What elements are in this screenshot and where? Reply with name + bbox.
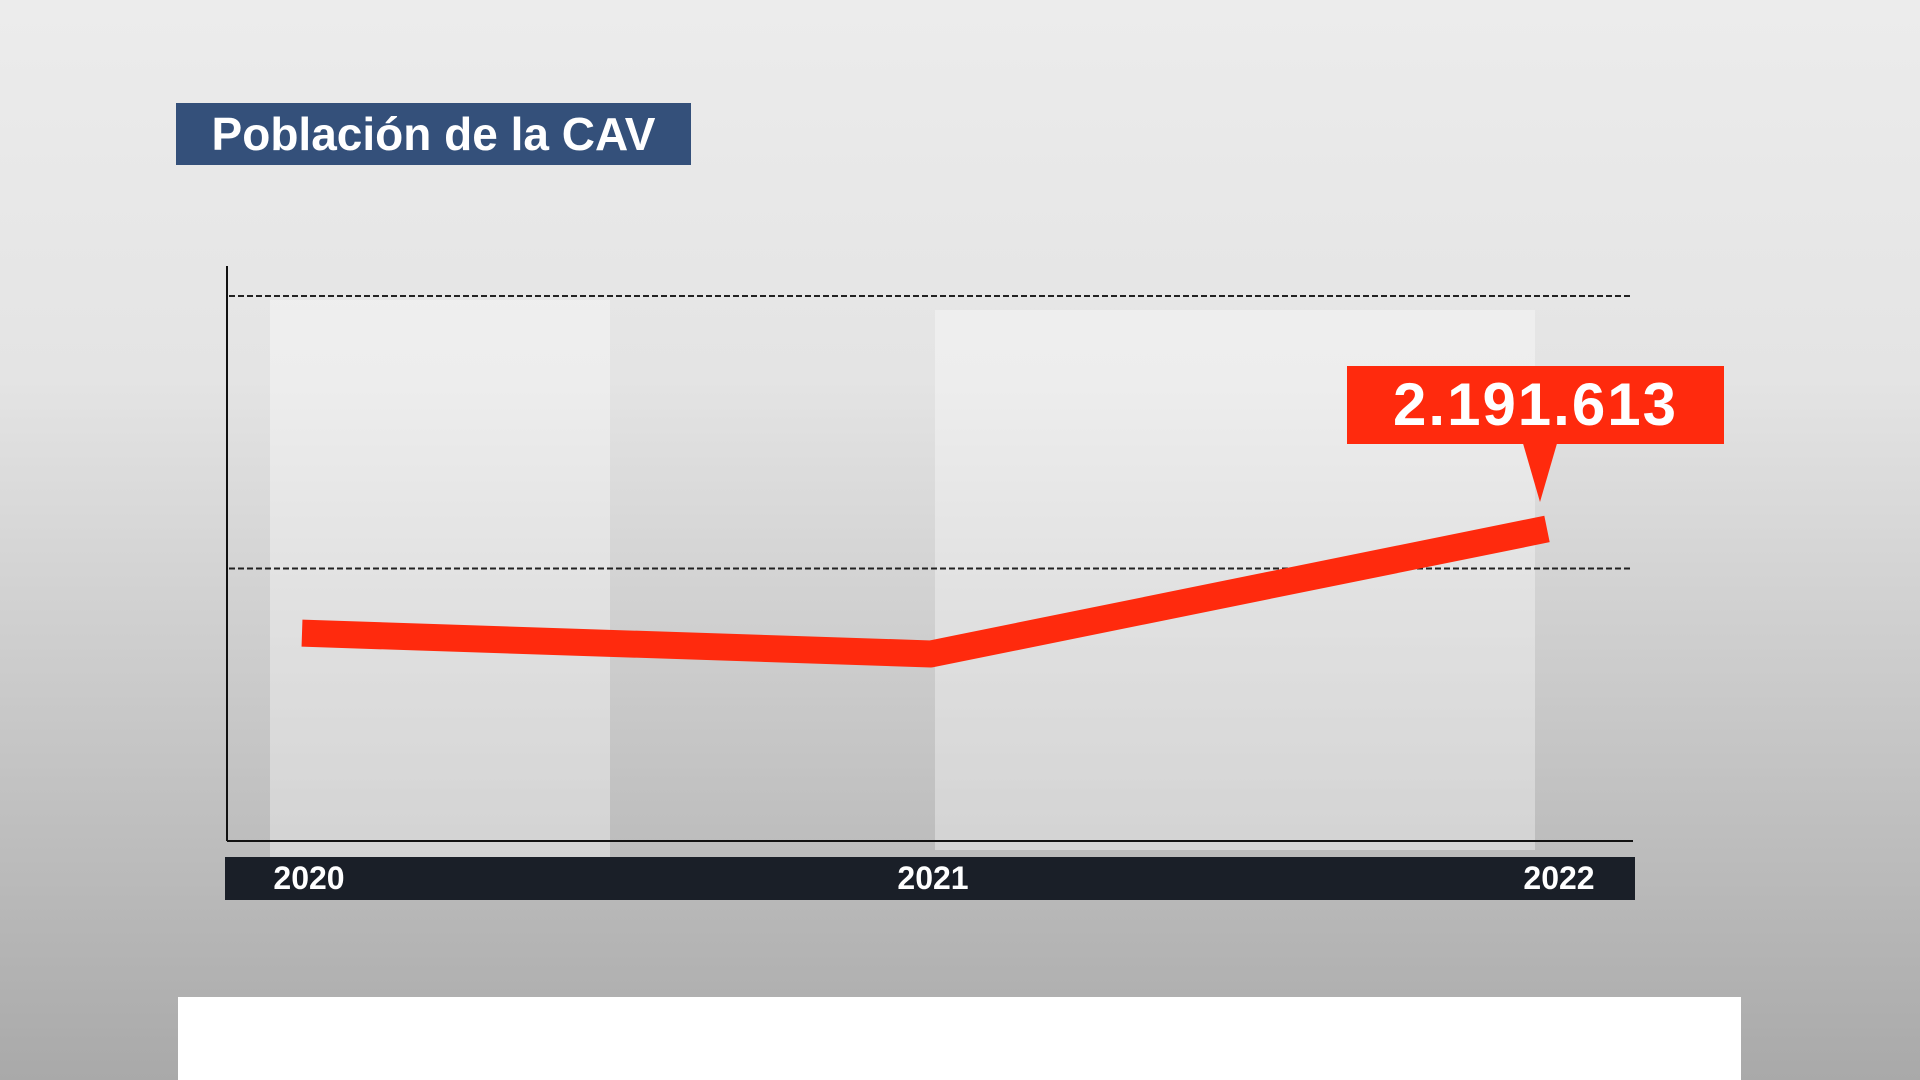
background-building — [270, 300, 610, 860]
x-tick-label-2021: 2021 — [897, 860, 969, 896]
x-axis-label-bar — [225, 857, 1635, 900]
series-line — [301, 515, 1550, 668]
x-tick-label-2020: 2020 — [273, 860, 345, 896]
x-tick-label-2022: 2022 — [1523, 860, 1595, 896]
lower-third-caption-box — [178, 997, 1741, 1080]
callout-pointer — [1522, 440, 1558, 502]
chart-title: Población de la CAV — [176, 103, 691, 165]
data-label-2022: 2.191.613 — [1347, 366, 1724, 444]
